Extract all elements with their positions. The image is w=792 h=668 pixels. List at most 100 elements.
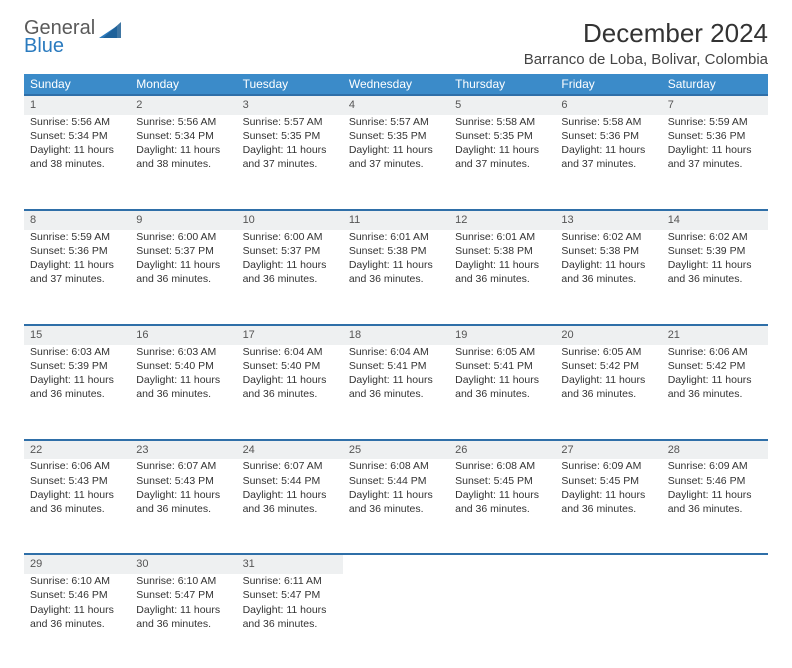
day2-text: and 36 minutes. [30,617,124,631]
sunset-text: Sunset: 5:38 PM [561,244,655,258]
day1-text: Daylight: 11 hours [349,258,443,272]
sunrise-text: Sunrise: 6:03 AM [136,345,230,359]
day-number: 21 [662,325,768,345]
day-cell [449,574,555,668]
day2-text: and 36 minutes. [349,502,443,516]
day1-text: Daylight: 11 hours [136,258,230,272]
day1-text: Daylight: 11 hours [455,143,549,157]
day-number [662,554,768,574]
sunset-text: Sunset: 5:42 PM [668,359,762,373]
day-cell: Sunrise: 6:00 AMSunset: 5:37 PMDaylight:… [130,230,236,325]
day-number: 19 [449,325,555,345]
sunset-text: Sunset: 5:36 PM [30,244,124,258]
day-number: 29 [24,554,130,574]
sunrise-text: Sunrise: 6:07 AM [136,459,230,473]
day1-text: Daylight: 11 hours [561,143,655,157]
day-header: Friday [555,74,661,95]
sunrise-text: Sunrise: 6:10 AM [30,574,124,588]
day2-text: and 37 minutes. [30,272,124,286]
day2-text: and 37 minutes. [349,157,443,171]
day-cell: Sunrise: 6:11 AMSunset: 5:47 PMDaylight:… [237,574,343,668]
sunset-text: Sunset: 5:40 PM [243,359,337,373]
sunset-text: Sunset: 5:34 PM [30,129,124,143]
sunrise-text: Sunrise: 6:09 AM [668,459,762,473]
day1-text: Daylight: 11 hours [243,488,337,502]
day-number: 11 [343,210,449,230]
day2-text: and 37 minutes. [243,157,337,171]
day1-text: Daylight: 11 hours [30,488,124,502]
day-cell: Sunrise: 6:03 AMSunset: 5:40 PMDaylight:… [130,345,236,440]
sunrise-text: Sunrise: 6:02 AM [561,230,655,244]
day1-text: Daylight: 11 hours [349,488,443,502]
sunrise-text: Sunrise: 6:08 AM [349,459,443,473]
day2-text: and 36 minutes. [455,387,549,401]
day-number: 7 [662,95,768,115]
calendar-table: Sunday Monday Tuesday Wednesday Thursday… [24,74,768,668]
sunset-text: Sunset: 5:43 PM [30,474,124,488]
day-cell: Sunrise: 5:57 AMSunset: 5:35 PMDaylight:… [237,115,343,210]
day1-text: Daylight: 11 hours [668,258,762,272]
sunset-text: Sunset: 5:42 PM [561,359,655,373]
sunrise-text: Sunrise: 6:04 AM [243,345,337,359]
day-number: 1 [24,95,130,115]
sunrise-text: Sunrise: 5:59 AM [668,115,762,129]
day1-text: Daylight: 11 hours [136,488,230,502]
day-cell: Sunrise: 6:05 AMSunset: 5:42 PMDaylight:… [555,345,661,440]
day2-text: and 37 minutes. [455,157,549,171]
day2-text: and 36 minutes. [243,502,337,516]
day-number: 13 [555,210,661,230]
sunset-text: Sunset: 5:36 PM [561,129,655,143]
day-number: 15 [24,325,130,345]
day2-text: and 36 minutes. [136,272,230,286]
day-number: 10 [237,210,343,230]
day-cell: Sunrise: 6:03 AMSunset: 5:39 PMDaylight:… [24,345,130,440]
day1-text: Daylight: 11 hours [455,488,549,502]
day-cell: Sunrise: 6:04 AMSunset: 5:41 PMDaylight:… [343,345,449,440]
day2-text: and 36 minutes. [561,502,655,516]
day-number: 26 [449,440,555,460]
daynum-row: 15161718192021 [24,325,768,345]
day-number [555,554,661,574]
sunrise-text: Sunrise: 6:01 AM [349,230,443,244]
sunrise-text: Sunrise: 6:00 AM [136,230,230,244]
sunrise-text: Sunrise: 6:05 AM [561,345,655,359]
day2-text: and 36 minutes. [668,387,762,401]
sunset-text: Sunset: 5:35 PM [243,129,337,143]
sunset-text: Sunset: 5:47 PM [136,588,230,602]
sunset-text: Sunset: 5:38 PM [349,244,443,258]
day-cell: Sunrise: 6:09 AMSunset: 5:45 PMDaylight:… [555,459,661,554]
sunset-text: Sunset: 5:35 PM [349,129,443,143]
day-number: 22 [24,440,130,460]
day-cell: Sunrise: 5:59 AMSunset: 5:36 PMDaylight:… [662,115,768,210]
day1-text: Daylight: 11 hours [455,258,549,272]
day-number: 31 [237,554,343,574]
sunrise-text: Sunrise: 6:00 AM [243,230,337,244]
sunrise-text: Sunrise: 6:10 AM [136,574,230,588]
day1-text: Daylight: 11 hours [561,373,655,387]
sunrise-text: Sunrise: 6:02 AM [668,230,762,244]
day1-text: Daylight: 11 hours [668,488,762,502]
sunset-text: Sunset: 5:44 PM [243,474,337,488]
sunset-text: Sunset: 5:46 PM [30,588,124,602]
logo-word2: Blue [24,36,95,56]
day-number: 2 [130,95,236,115]
day-number: 30 [130,554,236,574]
day-number: 27 [555,440,661,460]
day-cell: Sunrise: 5:58 AMSunset: 5:35 PMDaylight:… [449,115,555,210]
sunset-text: Sunset: 5:37 PM [136,244,230,258]
day-number: 23 [130,440,236,460]
day1-text: Daylight: 11 hours [561,488,655,502]
sunset-text: Sunset: 5:43 PM [136,474,230,488]
day-number: 18 [343,325,449,345]
day-header: Thursday [449,74,555,95]
day-number: 8 [24,210,130,230]
sunset-text: Sunset: 5:34 PM [136,129,230,143]
sunrise-text: Sunrise: 5:59 AM [30,230,124,244]
day-header: Saturday [662,74,768,95]
day1-text: Daylight: 11 hours [30,603,124,617]
sunrise-text: Sunrise: 5:57 AM [243,115,337,129]
sunrise-text: Sunrise: 6:06 AM [30,459,124,473]
sunrise-text: Sunrise: 6:11 AM [243,574,337,588]
day-header: Monday [130,74,236,95]
day-number: 12 [449,210,555,230]
